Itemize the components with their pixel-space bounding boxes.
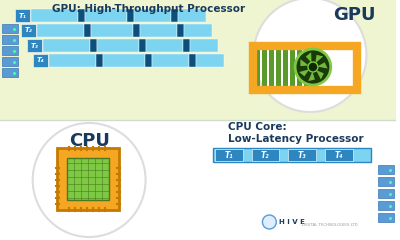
Polygon shape — [313, 68, 324, 79]
Bar — [134, 9, 171, 22]
Bar — [252, 149, 279, 161]
Text: T₂: T₂ — [24, 28, 32, 34]
Bar — [262, 48, 267, 88]
FancyBboxPatch shape — [58, 148, 119, 210]
Bar — [196, 54, 224, 67]
Bar — [213, 148, 371, 162]
Bar — [140, 24, 177, 37]
Polygon shape — [315, 62, 328, 68]
Polygon shape — [300, 59, 312, 67]
Bar — [304, 48, 309, 88]
Polygon shape — [313, 55, 323, 66]
Text: CPU Core:
Low-Latency Processor: CPU Core: Low-Latency Processor — [228, 122, 363, 144]
Bar — [378, 213, 394, 222]
Bar — [171, 9, 178, 22]
Bar — [97, 39, 139, 52]
Circle shape — [254, 0, 366, 112]
Bar — [269, 48, 274, 88]
Bar — [283, 48, 288, 88]
Polygon shape — [306, 52, 314, 66]
Bar — [67, 158, 109, 200]
Circle shape — [295, 49, 331, 85]
Bar — [146, 39, 183, 52]
Bar — [311, 48, 316, 88]
Bar — [84, 24, 91, 37]
Text: GPU: High-Throughput Processor: GPU: High-Throughput Processor — [52, 4, 245, 14]
Bar — [378, 201, 394, 210]
Bar — [90, 39, 97, 52]
Bar — [2, 24, 18, 33]
Text: T₁: T₁ — [18, 12, 26, 18]
Bar — [378, 177, 394, 186]
Bar — [42, 39, 90, 52]
Bar — [325, 149, 352, 161]
Bar — [177, 24, 184, 37]
Bar — [133, 24, 140, 37]
Bar — [2, 68, 18, 77]
Bar — [297, 48, 302, 88]
Bar — [139, 39, 146, 52]
Text: T₂: T₂ — [261, 150, 270, 160]
Bar — [183, 39, 190, 52]
Bar — [96, 54, 103, 67]
Bar — [85, 9, 127, 22]
Bar — [152, 54, 189, 67]
Bar — [48, 54, 96, 67]
Text: T₃: T₃ — [30, 42, 38, 48]
Bar — [184, 24, 212, 37]
Text: GPU: GPU — [333, 6, 376, 24]
Circle shape — [262, 215, 276, 229]
Bar — [2, 46, 18, 55]
Bar — [37, 24, 84, 37]
Circle shape — [33, 123, 146, 237]
Bar — [21, 24, 36, 37]
Bar — [178, 9, 206, 22]
Circle shape — [308, 62, 318, 72]
Bar — [2, 57, 18, 66]
Text: H I V E: H I V E — [279, 219, 305, 225]
Bar — [276, 48, 281, 88]
Bar — [33, 54, 48, 67]
Bar — [288, 149, 316, 161]
Text: T₃: T₃ — [298, 150, 306, 160]
Bar — [15, 9, 30, 22]
Bar — [0, 120, 396, 240]
Text: CPU: CPU — [69, 132, 110, 150]
Bar — [378, 189, 394, 198]
Bar — [91, 24, 133, 37]
Bar — [2, 35, 18, 44]
Bar — [27, 39, 42, 52]
Bar — [31, 9, 78, 22]
Bar — [290, 48, 295, 88]
Bar — [252, 46, 356, 90]
Text: DIGITAL TECHNOLOGIES LTD: DIGITAL TECHNOLOGIES LTD — [302, 222, 358, 227]
Polygon shape — [299, 67, 312, 76]
Bar — [378, 165, 394, 174]
Text: T₄: T₄ — [334, 150, 343, 160]
Bar — [215, 149, 243, 161]
Bar — [189, 54, 196, 67]
Bar — [127, 9, 134, 22]
Polygon shape — [308, 68, 315, 81]
Bar — [256, 48, 260, 88]
Bar — [144, 54, 152, 67]
Bar — [78, 9, 85, 22]
Text: T₄: T₄ — [36, 58, 44, 64]
Bar — [190, 39, 218, 52]
Bar — [103, 54, 144, 67]
Text: T₁: T₁ — [224, 150, 233, 160]
Bar — [0, 0, 396, 120]
